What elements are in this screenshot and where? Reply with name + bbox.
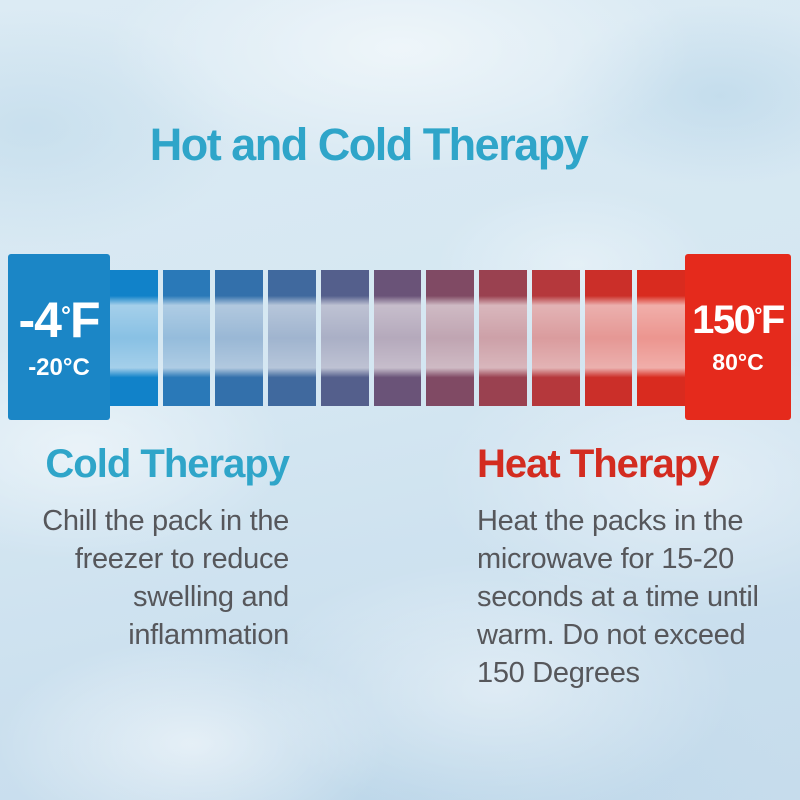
cold-therapy-text-line: Chill the pack in the [42, 505, 289, 537]
cold-therapy-heading: Cold Therapy [45, 442, 290, 486]
heat-therapy-text-line: 150 Degrees [477, 657, 640, 689]
scale-segment [531, 270, 580, 406]
heat-therapy-text-line: warm. Do not exceed [477, 619, 746, 651]
heat-therapy-heading: Heat Therapy [477, 442, 719, 486]
heat-therapy-text-line: Heat the packs in the [477, 505, 744, 537]
temperature-gradient-bar [110, 270, 686, 406]
scale-segment [162, 270, 211, 406]
cold-therapy-text-line: freezer to reduce [74, 543, 289, 575]
heat-therapy-section: Heat Therapy Heat the packs in the micro… [477, 440, 789, 692]
cold-therapy-section: Cold Therapy Chill the pack in the freez… [20, 440, 290, 654]
hot-temperature-block: 150°F 80°C [685, 254, 791, 420]
scale-segment [320, 270, 369, 406]
degree-symbol: ° [60, 300, 71, 329]
cold-temperature-block: -4°F -20°C [8, 254, 110, 420]
hot-celsius-value: 80°C [712, 349, 764, 375]
cold-therapy-text-line: inflammation [128, 619, 289, 651]
cold-celsius-value: -20°C [28, 353, 90, 381]
scale-segment [215, 270, 264, 406]
cold-fahrenheit-value: -4°F [18, 291, 100, 348]
page-title: Hot and Cold Therapy [149, 119, 589, 170]
heat-therapy-text-line: microwave for 15-20 [477, 543, 735, 575]
scale-segment [584, 270, 633, 406]
heat-therapy-text-line: seconds at a time until [477, 581, 759, 613]
scale-segment [110, 270, 158, 406]
cold-therapy-text-line: swelling and [133, 581, 289, 613]
scale-segment [426, 270, 475, 406]
scale-segment [373, 270, 422, 406]
scale-segment [479, 270, 527, 406]
scale-segment [637, 270, 686, 406]
degree-symbol: ° [754, 305, 762, 327]
hot-fahrenheit-value: 150°F [692, 298, 785, 342]
scale-segment [268, 270, 316, 406]
